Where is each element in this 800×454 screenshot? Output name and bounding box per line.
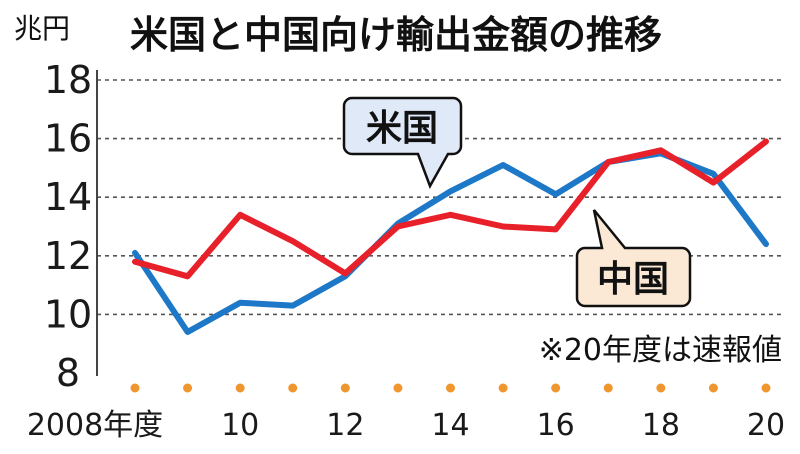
x-tick-label: 18: [642, 408, 680, 443]
callout-usa-box: [342, 96, 463, 189]
x-tick-label: 20: [747, 408, 785, 443]
x-axis-dot: [446, 383, 455, 393]
x-tick-label: 12: [326, 408, 364, 443]
callout-china-box: [575, 209, 692, 308]
chart-title: 米国と中国向け輸出金額の推移: [130, 13, 662, 57]
callout-usa: 米国: [342, 96, 463, 189]
y-tick-label: 8: [56, 351, 80, 395]
x-axis-dot: [130, 383, 140, 393]
footnote: ※20年度は速報値: [539, 333, 782, 368]
x-axis: 2008年度 10 12 14 16 18 20: [27, 408, 785, 443]
x-axis-dot: [551, 383, 561, 393]
x-tick-label: 10: [221, 408, 259, 443]
y-tick-label: 10: [44, 292, 92, 336]
y-tick-label: 16: [44, 117, 92, 161]
x-axis-dot: [288, 383, 298, 393]
series-line-china: [132, 138, 769, 280]
x-axis-dot: [761, 383, 771, 393]
x-axis-dot: [235, 383, 245, 393]
series-lines: [132, 138, 769, 335]
x-axis-dot: [340, 383, 350, 393]
x-tick-label: 16: [537, 408, 575, 443]
y-axis: 8 10 12 14 16 18: [44, 58, 98, 395]
x-tick-label: 2008年度: [27, 408, 163, 443]
x-axis-dot: [498, 383, 508, 393]
x-axis-dot: [708, 383, 718, 393]
x-axis-dot: [183, 383, 193, 393]
x-axis-dot: [656, 383, 666, 393]
callout-china-label: 中国: [597, 259, 669, 300]
x-axis-dots: [130, 383, 771, 393]
x-axis-dot: [603, 383, 613, 393]
callout-china: 中国: [575, 209, 692, 308]
y-unit-label: 兆円: [14, 12, 70, 45]
y-tick-label: 12: [44, 234, 92, 278]
y-tick-label: 18: [44, 58, 92, 102]
x-tick-label: 14: [431, 408, 469, 443]
x-axis-dot: [393, 383, 403, 393]
callout-usa-label: 米国: [366, 108, 438, 149]
y-tick-label: 14: [44, 175, 92, 219]
